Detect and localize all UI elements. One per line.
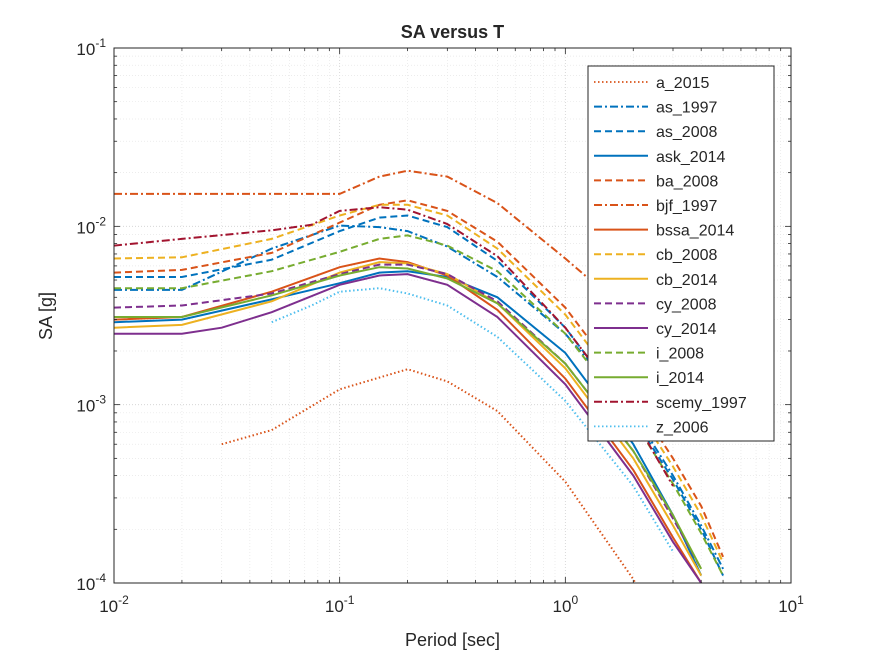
legend-label: bssa_2014 [656, 223, 734, 240]
legend-label: as_2008 [656, 124, 717, 141]
series-layer [114, 169, 725, 583]
legend-label: a_2015 [656, 75, 709, 92]
legend-label: cy_2008 [656, 296, 717, 313]
legend-label: ba_2008 [656, 173, 718, 190]
legend-label: cb_2008 [656, 247, 717, 264]
series-line-cb-2014 [114, 261, 703, 577]
x-tick-label: 100 [553, 593, 579, 616]
y-tick-label: 10-3 [76, 393, 106, 416]
tick-layer: 10-2 10-1 100 101 10-4 10-3 10-2 10-1 [76, 36, 804, 616]
series-line-cy-2008 [114, 263, 703, 570]
plot-frame [113, 47, 792, 584]
legend-label: z_2006 [656, 419, 709, 436]
chart-title: SA versus T [401, 22, 504, 42]
series-line-scemy-1997 [114, 206, 674, 487]
y-tick-label: 10-1 [76, 36, 106, 59]
x-axis-label: Period [sec] [405, 630, 500, 650]
series-line-bjf-1997 [114, 169, 634, 318]
series-line-cy-2014 [114, 273, 703, 583]
y-tick-label: 10-4 [76, 571, 106, 594]
legend-label: i_2014 [656, 370, 704, 387]
x-tick-label: 10-2 [99, 593, 129, 616]
y-tick-label: 10-2 [76, 214, 106, 237]
legend-label: ask_2014 [656, 149, 725, 166]
series-line-cb-2008 [114, 203, 725, 564]
x-tick-label: 101 [778, 593, 804, 616]
legend-label: i_2008 [656, 346, 704, 363]
series-line-i-2008 [114, 234, 724, 577]
legend: a_2015 as_1997 as_2008 ask_2014 ba_2008 bjf_1… [587, 65, 775, 442]
series-line-as-1997 [114, 224, 724, 570]
series-line-as-2008 [114, 214, 725, 577]
legend-label: cb_2014 [656, 272, 717, 289]
y-axis-label: SA [g] [36, 292, 56, 340]
legend-label: bjf_1997 [656, 198, 717, 215]
legend-label: cy_2014 [656, 321, 717, 338]
series-line-i-2014 [114, 266, 703, 570]
legend-label: scemy_1997 [656, 395, 747, 412]
series-line-ba-2008 [114, 199, 725, 558]
x-tick-label: 10-1 [325, 593, 355, 616]
legend-label: as_1997 [656, 100, 717, 117]
